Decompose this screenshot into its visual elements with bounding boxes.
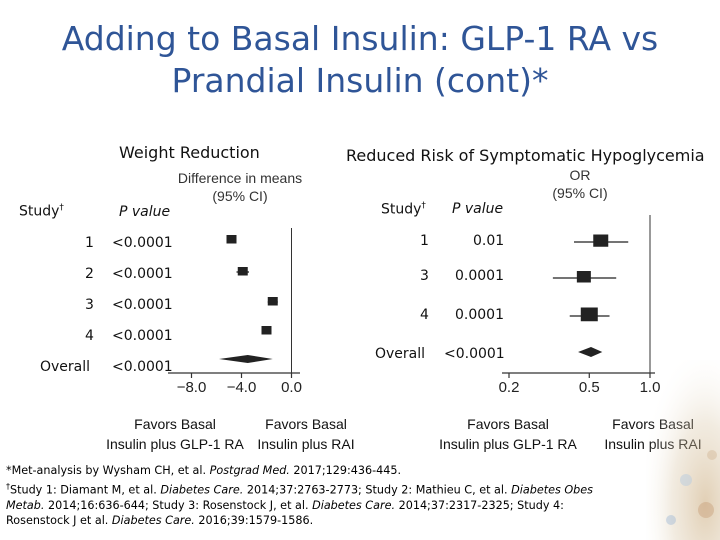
footnote-line-2: †Study 1: Diamant M, et al. Diabetes Car… <box>6 481 593 497</box>
hypo-row-1-study: 1 <box>420 233 429 249</box>
hypo-study-header: Study† <box>381 201 426 218</box>
weight-row-4-p: <0.0001 <box>112 328 173 344</box>
weight-p-header: P value <box>119 204 171 220</box>
hypo-row-3-p: 0.0001 <box>455 307 504 323</box>
footnote-line-3: Metab. 2014;16:636-644; Study 3: Rosenst… <box>6 498 564 512</box>
weight-tick-label-1: −8.0 <box>177 379 207 396</box>
weight-row-1-study: 1 <box>85 235 94 251</box>
hypo-favors-left: Favors Basal Insulin plus GLP-1 RA <box>428 414 588 454</box>
weight-point-1 <box>226 235 237 244</box>
weight-favors-left-line-2: Insulin plus GLP-1 RA <box>106 436 244 452</box>
weight-estimate-header: Difference in means (95% CI) <box>170 169 310 205</box>
weight-tick-label-2: −4.0 <box>227 379 257 396</box>
slide-title-line-1: Adding to Basal Insulin: GLP-1 RA vs <box>61 19 659 58</box>
weight-row-1-p: <0.0001 <box>112 235 173 251</box>
hypo-overall-diamond <box>578 347 603 357</box>
footnote-line-4: Rosenstock J et al. Diabetes Care. 2016;… <box>6 514 314 528</box>
weight-row-2-p: <0.0001 <box>112 266 173 282</box>
weight-favors-right-line-2: Insulin plus RAI <box>257 436 355 452</box>
decorative-texture <box>646 360 720 540</box>
weight-overall-diamond <box>219 355 273 363</box>
hypo-point-1 <box>593 234 609 247</box>
weight-favors-left: Favors Basal Insulin plus GLP-1 RA <box>95 414 255 454</box>
weight-point-2 <box>237 267 248 276</box>
slide-title-line-2: Prandial Insulin (cont)* <box>171 61 549 100</box>
weight-study-header: Study† <box>19 203 64 220</box>
weight-favors-right-line-1: Favors Basal <box>265 416 347 432</box>
hypo-tick-label-1: 0.2 <box>499 379 520 396</box>
hypo-row-2-p: 0.0001 <box>455 268 504 284</box>
hypo-row-3-study: 4 <box>420 307 429 323</box>
hypo-favors-left-line-2: Insulin plus GLP-1 RA <box>439 436 577 452</box>
hypo-favors-left-line-1: Favors Basal <box>467 416 549 432</box>
hypo-row-2-study: 3 <box>420 268 429 284</box>
hypo-panel-title: Reduced Risk of Symptomatic Hypoglycemia <box>346 146 705 165</box>
hypo-point-3 <box>580 307 598 322</box>
weight-panel-title: Weight Reduction <box>119 143 260 162</box>
weight-row-3-p: <0.0001 <box>112 297 173 313</box>
footnote: *Met-analysis by Wysham CH, et al. Postg… <box>6 463 646 529</box>
hypo-p-header: P value <box>452 201 504 217</box>
weight-row-2-study: 2 <box>85 266 94 282</box>
hypo-estimate-header-line-1: OR <box>569 167 591 183</box>
weight-estimate-header-line-2: (95% CI) <box>212 188 268 204</box>
hypo-row-1-p: 0.01 <box>473 233 505 249</box>
weight-favors-right: Favors Basal Insulin plus RAI <box>256 414 356 454</box>
weight-row-4-study: 4 <box>85 328 94 344</box>
hypo-tick-label-2: 0.5 <box>579 379 600 396</box>
hypo-overall-p: <0.0001 <box>444 346 505 362</box>
weight-row-3-study: 3 <box>85 297 94 313</box>
weight-point-4 <box>261 326 272 335</box>
weight-overall-p: <0.0001 <box>112 359 173 375</box>
footnote-line-1: *Met-analysis by Wysham CH, et al. Postg… <box>6 464 402 477</box>
hypo-overall-study: Overall <box>375 346 426 362</box>
hypo-point-2 <box>576 271 591 283</box>
weight-estimate-header-line-1: Difference in means <box>177 170 303 186</box>
weight-favors-left-line-1: Favors Basal <box>134 416 216 432</box>
weight-overall-study: Overall <box>40 359 91 375</box>
weight-tick-label-3: 0.0 <box>281 379 302 396</box>
slide-title: Adding to Basal Insulin: GLP-1 RA vs Pra… <box>20 18 700 102</box>
hypo-estimate-header-line-2: (95% CI) <box>552 185 608 201</box>
hypo-estimate-header: OR (95% CI) <box>540 166 620 202</box>
weight-point-3 <box>267 297 278 306</box>
